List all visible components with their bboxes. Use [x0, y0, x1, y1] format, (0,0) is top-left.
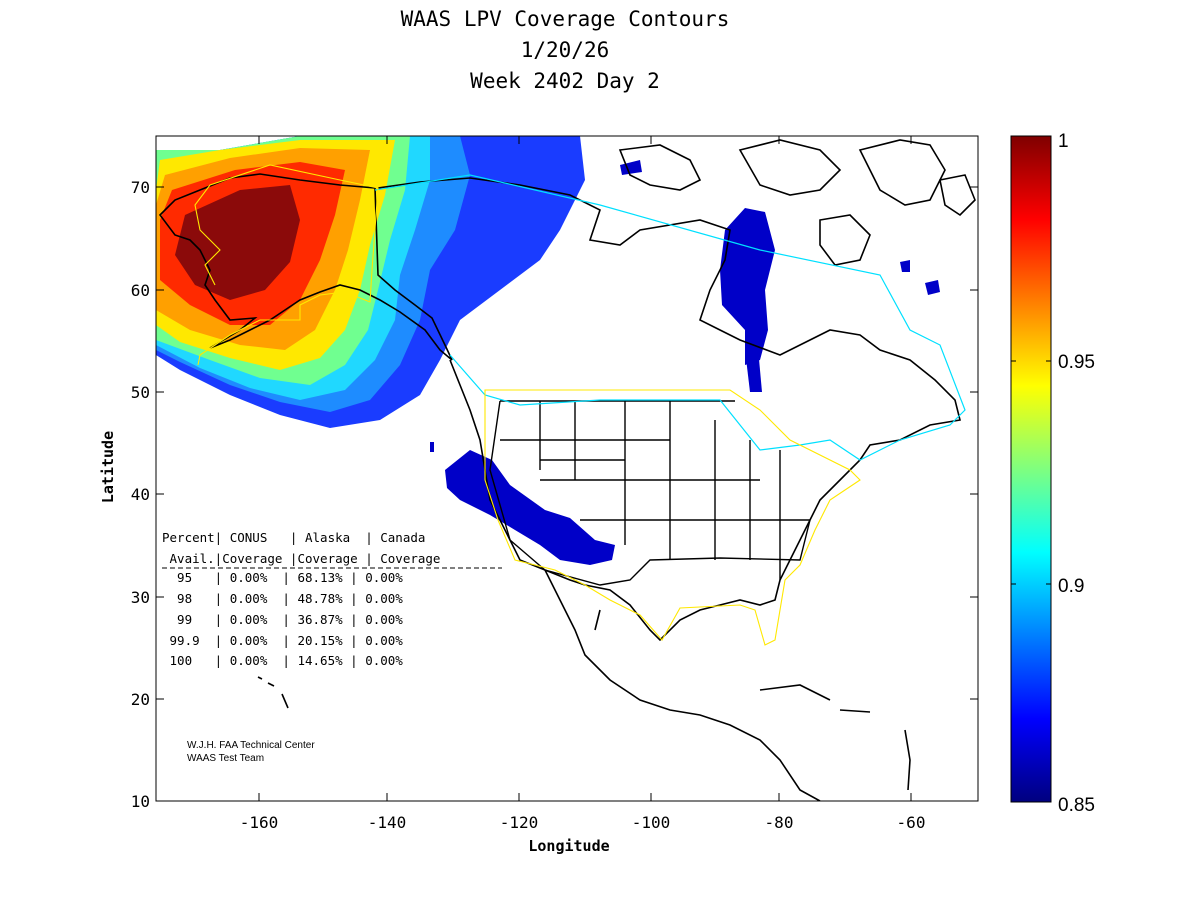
- y-tick-label: 30: [131, 588, 150, 607]
- chart-title: WAAS LPV Coverage Contours: [400, 7, 730, 31]
- stats-row: 99 | 0.00% | 36.87% | 0.00%: [162, 612, 403, 627]
- colorbar-tick-label: 0.9: [1058, 576, 1084, 597]
- x-tick-label: -160: [240, 813, 279, 832]
- x-tick-label: -120: [500, 813, 539, 832]
- colorbar-tick-label: 0.85: [1058, 795, 1095, 816]
- y-tick-label: 70: [131, 178, 150, 197]
- canada-service-volume: [374, 174, 966, 461]
- y-tick-label: 50: [131, 383, 150, 402]
- coverage-patch-pacific: [430, 442, 434, 452]
- stats-header-1: Percent| CONUS | Alaska | Canada: [162, 530, 425, 545]
- coverage-patch-hudson-south: [745, 348, 762, 392]
- coverage-contour-1-00: [175, 185, 300, 300]
- chart-week-day: Week 2402 Day 2: [470, 69, 660, 93]
- plot-frame: [155, 135, 979, 802]
- stats-row: 99.9 | 0.00% | 20.15% | 0.00%: [162, 633, 403, 648]
- mexico-central-america-outline: [544, 569, 821, 801]
- alaska-outline: [158, 173, 453, 361]
- us-state-borders: [489, 400, 811, 586]
- conus-service-volume: [484, 389, 861, 646]
- y-tick-label: 20: [131, 690, 150, 709]
- x-axis-label: Longitude: [528, 837, 609, 855]
- stats-header-2: Avail.|Coverage |Coverage | Coverage: [162, 551, 440, 566]
- colorbar-ticks: [1011, 360, 1051, 585]
- x-tick-label: -100: [632, 813, 671, 832]
- stats-row: 100 | 0.00% | 14.65% | 0.00%: [162, 653, 403, 668]
- chart-date: 1/20/26: [520, 38, 610, 62]
- stats-row: 95 | 0.00% | 68.13% | 0.00%: [162, 570, 403, 585]
- y-tick-label: 60: [131, 281, 150, 300]
- x-tick-label: -80: [765, 813, 794, 832]
- x-tick-label: -140: [368, 813, 407, 832]
- credit-line-1: W.J.H. FAA Technical Center: [187, 740, 315, 751]
- colorbar-tick-label: 0.95: [1058, 352, 1095, 373]
- coverage-patch-hudson: [720, 208, 775, 365]
- stats-row: 98 | 0.00% | 48.78% | 0.00%: [162, 591, 403, 606]
- y-tick-label: 40: [131, 485, 150, 504]
- coverage-contours: [156, 136, 940, 565]
- alaska-service-volume: [194, 164, 379, 366]
- colorbar-tick-label: 1: [1058, 131, 1069, 152]
- x-tick-label: -60: [897, 813, 926, 832]
- hawaii-outline: [257, 676, 289, 709]
- coverage-patch-baffin: [900, 260, 940, 295]
- y-tick-label: 10: [131, 792, 150, 811]
- coverage-patch-us-southwest: [445, 450, 615, 565]
- y-axis-label: Latitude: [99, 431, 117, 503]
- arctic-islands-outline: [618, 139, 976, 266]
- coverage-stats-table: Percent| CONUS | Alaska | Canada Avail.|…: [162, 530, 502, 668]
- axis-ticks: [156, 136, 978, 801]
- caribbean-outline: [759, 684, 911, 791]
- credit-line-2: WAAS Test Team: [187, 753, 264, 764]
- colorbar: [1010, 135, 1052, 803]
